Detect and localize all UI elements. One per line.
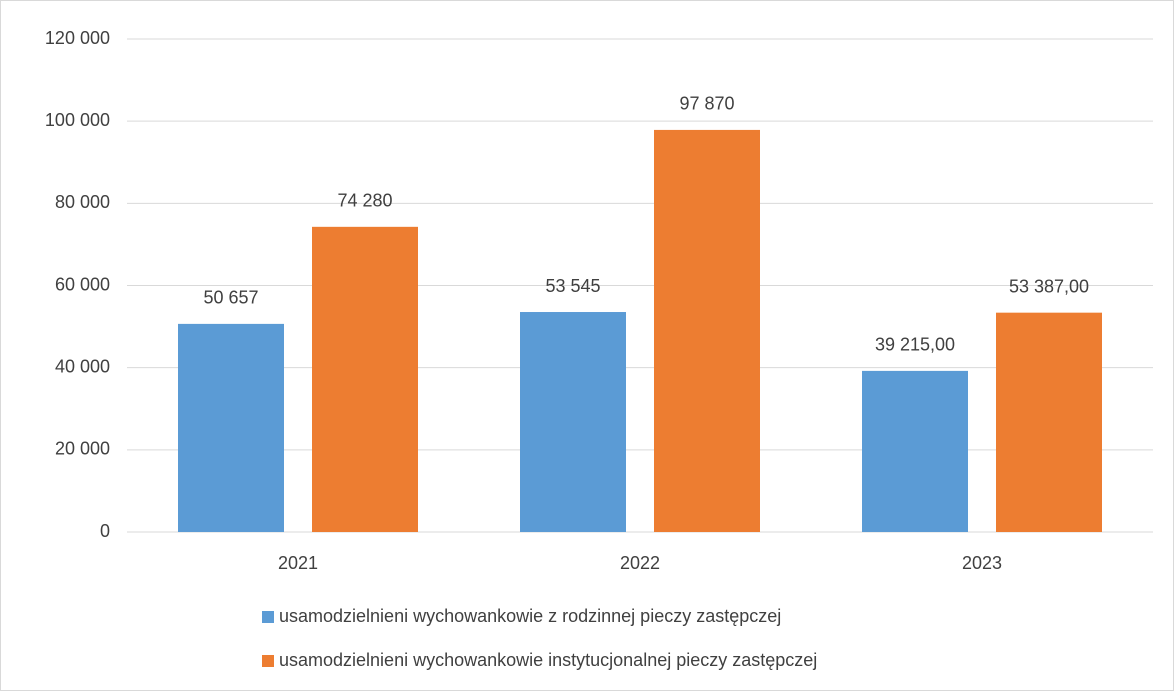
y-tick-label: 0 — [100, 521, 110, 541]
y-tick-label: 40 000 — [55, 356, 110, 376]
y-tick-label: 100 000 — [45, 110, 110, 130]
legend-swatch — [262, 611, 274, 623]
bar — [862, 370, 968, 532]
value-label: 74 280 — [337, 191, 392, 211]
x-tick-label: 2021 — [278, 553, 318, 573]
x-tick-label: 2022 — [620, 553, 660, 573]
legend-label: usamodzielnieni wychowankowie instytucjo… — [279, 650, 817, 670]
value-label: 53 545 — [545, 276, 600, 296]
value-label: 39 215,00 — [875, 335, 955, 355]
y-tick-label: 120 000 — [45, 28, 110, 48]
legend-swatch — [262, 655, 274, 667]
bar — [996, 312, 1102, 532]
value-label: 50 657 — [203, 288, 258, 308]
y-tick-label: 20 000 — [55, 439, 110, 459]
bar — [520, 312, 626, 532]
value-label: 97 870 — [679, 94, 734, 114]
bar — [312, 226, 418, 532]
x-tick-label: 2023 — [962, 553, 1002, 573]
y-tick-label: 80 000 — [55, 192, 110, 212]
legend-label: usamodzielnieni wychowankowie z rodzinne… — [279, 606, 781, 626]
bar — [654, 129, 760, 532]
value-label: 53 387,00 — [1009, 276, 1089, 296]
y-tick-label: 60 000 — [55, 274, 110, 294]
bar — [178, 323, 284, 532]
